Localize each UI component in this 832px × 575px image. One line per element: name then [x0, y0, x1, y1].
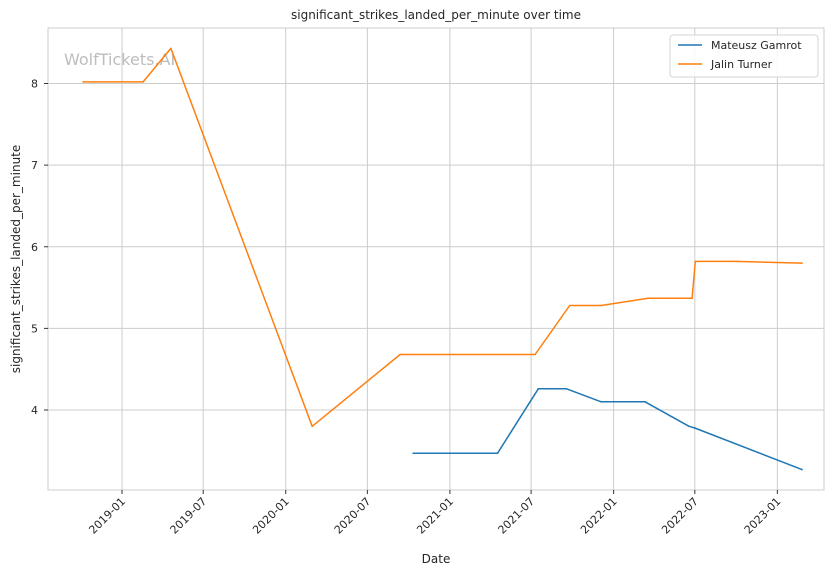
data-point-mateusz-gamrot — [537, 387, 540, 390]
legend-label-jalin-turner: Jalin Turner — [710, 58, 773, 71]
data-point-mateusz-gamrot — [688, 425, 690, 428]
plot-area — [47, 27, 825, 491]
data-point-jalin-turner — [600, 304, 602, 307]
y-tick-label: 7 — [31, 159, 38, 172]
data-point-mateusz-gamrot — [694, 427, 696, 429]
x-tick-label: 2021-07 — [496, 495, 538, 537]
y-tick-label: 6 — [31, 241, 38, 254]
x-tick-label: 2021-01 — [414, 495, 456, 537]
x-tick-label: 2019-07 — [168, 495, 210, 537]
x-tick-label: 2022-07 — [659, 495, 701, 537]
data-point-jalin-turner — [568, 304, 571, 307]
y-tick-label: 8 — [31, 78, 38, 91]
data-point-mateusz-gamrot — [496, 452, 499, 455]
series-layer — [82, 47, 803, 471]
data-point-mateusz-gamrot — [644, 401, 646, 403]
y-tick-label: 5 — [31, 322, 38, 335]
legend-label-mateusz-gamrot: Mateusz Gamrot — [711, 39, 802, 52]
data-point-jalin-turner — [82, 81, 84, 83]
chart-title: significant_strikes_landed_per_minute ov… — [291, 8, 581, 22]
data-point-jalin-turner — [170, 47, 172, 50]
x-tick-label: 2019-01 — [86, 495, 128, 537]
data-point-jalin-turner — [691, 297, 693, 299]
data-point-jalin-turner — [399, 353, 401, 356]
data-point-jalin-turner — [694, 260, 697, 263]
x-axis-label: Date — [422, 552, 451, 566]
data-point-mateusz-gamrot — [600, 401, 602, 403]
legend-box — [669, 34, 819, 78]
x-tick-label: 2022-01 — [578, 495, 620, 537]
x-axis-ticks: 2019-01 2019-07 2020-01 2020-07 2021-01 2021-… — [86, 490, 783, 537]
data-point-mateusz-gamrot — [801, 468, 803, 471]
legend: Mateusz Gamrot Jalin Turner — [669, 34, 819, 78]
y-axis-label: significant_strikes_landed_per_minute — [9, 145, 23, 374]
data-point-jalin-turner — [142, 81, 144, 83]
x-tick-label: 2020-07 — [332, 495, 374, 537]
data-point-jalin-turner — [534, 353, 536, 356]
y-axis-ticks: 4 5 6 7 8 — [31, 78, 48, 417]
data-point-mateusz-gamrot — [412, 452, 414, 455]
data-point-mateusz-gamrot — [565, 387, 568, 390]
gridlines — [48, 28, 824, 490]
data-point-jalin-turner — [801, 262, 803, 264]
y-tick-label: 4 — [31, 404, 38, 417]
data-point-jalin-turner — [735, 260, 737, 263]
watermark: WolfTickets.AI — [64, 50, 175, 69]
data-point-jalin-turner — [311, 425, 313, 428]
x-tick-label: 2023-01 — [742, 495, 784, 537]
data-point-jalin-turner — [647, 297, 649, 299]
x-tick-label: 2020-01 — [250, 495, 292, 537]
